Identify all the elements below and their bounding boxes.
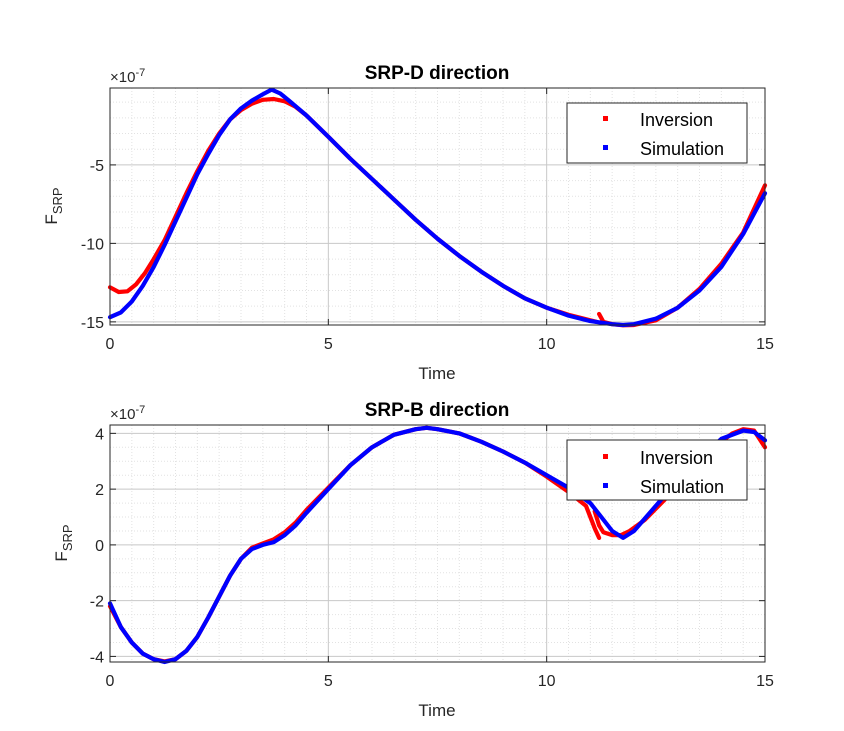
legend-srp-d: Inversion Simulation [566, 102, 748, 164]
x-tick-label: 15 [756, 336, 774, 353]
x-tick-label: 0 [106, 336, 115, 353]
x-tick-label: 10 [538, 336, 556, 353]
legend-marker-simulation [603, 145, 608, 150]
legend-srp-b: Inversion Simulation [566, 439, 748, 501]
chart-title-srp-d: SRP-D direction [365, 63, 510, 84]
ticks-srp-b: 0 5 10 15 -4 -2 0 2 4 [90, 425, 774, 690]
series-line-simulation [107, 425, 768, 665]
legend-marker-inversion [603, 454, 608, 459]
legend-box [566, 439, 748, 501]
legend-label-simulation: Simulation [640, 477, 724, 497]
x-tick-label: 10 [538, 673, 556, 690]
exponent-label-srp-d: ×10-7 [110, 67, 145, 86]
chart-title-srp-b: SRP-B direction [365, 400, 510, 421]
y-tick-label: -10 [81, 236, 104, 253]
x-tick-label: 15 [756, 673, 774, 690]
x-tick-label: 0 [106, 673, 115, 690]
series-srp-b [107, 425, 768, 665]
x-tick-label: 5 [324, 336, 333, 353]
svg-text:FSRP: FSRP [42, 187, 65, 224]
svg-text:FSRP: FSRP [52, 524, 75, 561]
ticks-srp-d: 0 5 10 15 -15 -10 -5 [81, 88, 774, 353]
panel-srp-d: 0 5 10 15 -15 -10 -5 SRP-D direction Time FSRP… [42, 63, 774, 383]
y-tick-label: -15 [81, 315, 104, 332]
y-label-main: F [52, 551, 71, 561]
legend-label-simulation: Simulation [640, 139, 724, 159]
y-tick-label: -4 [90, 649, 104, 666]
y-label-sub: SRP [50, 187, 65, 214]
y-axis-label-srp-d: FSRP [42, 187, 65, 224]
y-label-sub: SRP [60, 524, 75, 551]
y-tick-label: 0 [95, 538, 104, 555]
x-axis-label-srp-d: Time [418, 364, 455, 383]
x-axis-label-srp-b: Time [418, 701, 455, 720]
y-tick-label: 4 [95, 426, 104, 443]
legend-label-inversion: Inversion [640, 110, 713, 130]
y-tick-label: 2 [95, 482, 104, 499]
x-tick-label: 5 [324, 673, 333, 690]
y-tick-label: -2 [90, 594, 104, 611]
y-label-main: F [42, 214, 61, 224]
legend-marker-simulation [603, 483, 608, 488]
axes-box-srp-d [109, 87, 766, 326]
axes-box-srp-b [109, 424, 766, 663]
legend-marker-inversion [603, 116, 608, 121]
y-axis-label-srp-b: FSRP [52, 524, 75, 561]
legend-box [566, 102, 748, 164]
y-tick-label: -5 [90, 158, 104, 175]
legend-label-inversion: Inversion [640, 448, 713, 468]
exponent-label-srp-b: ×10-7 [110, 404, 145, 423]
